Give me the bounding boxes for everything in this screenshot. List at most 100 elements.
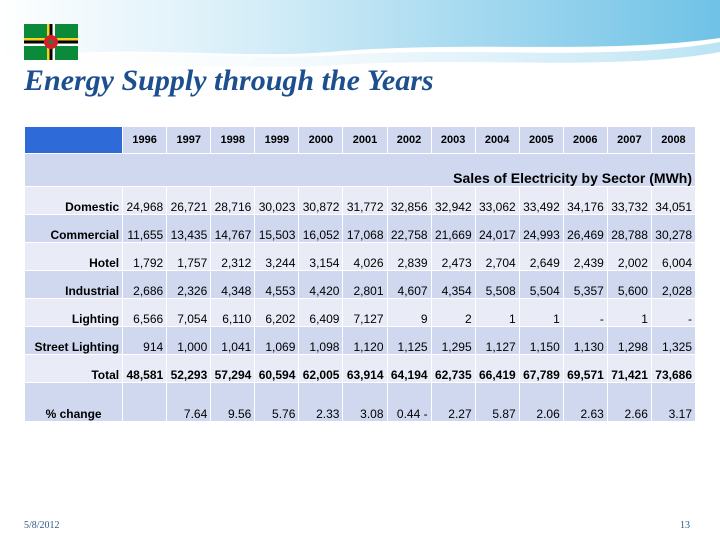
year-header: 2005 — [518, 126, 564, 154]
table-cell: 32,942 — [430, 186, 476, 215]
table-cell: - — [650, 298, 697, 327]
table-cell: 1 — [606, 298, 652, 327]
table-cell: 31,772 — [342, 186, 388, 215]
table-cell: 73,686 — [650, 354, 697, 383]
table-cell: 62,735 — [430, 354, 476, 383]
table-row: Hotel 1,792 1,757 2,312 3,244 3,154 4,026 2,839… — [23, 242, 697, 271]
table-cell: 28,716 — [210, 186, 256, 215]
table-cell: 3.08 — [342, 382, 388, 422]
table-cell: 0.44 - — [386, 382, 432, 422]
table-row: Street Lighting 914 1,000 1,041 1,069 1,098 1,… — [23, 326, 697, 355]
table-cell: 7,054 — [166, 298, 212, 327]
table-cell: 1,000 — [166, 326, 212, 355]
table-body: Domestic 24,968 26,721 28,716 30,023 30,872 31… — [23, 186, 697, 422]
row-label: Lighting — [23, 298, 124, 327]
section-title: Sales of Electricity by Sector (MWh) — [24, 153, 696, 187]
table-cell: 2,649 — [518, 242, 564, 271]
row-label: Total — [23, 354, 124, 383]
table-cell: 5,357 — [562, 270, 608, 299]
table-cell: 1,120 — [342, 326, 388, 355]
table-cell: 1,792 — [122, 242, 168, 271]
year-header: 2000 — [298, 126, 344, 154]
table-cell: 6,004 — [650, 242, 697, 271]
table-cell: 67,789 — [518, 354, 564, 383]
year-header: 2007 — [606, 126, 652, 154]
row-label: Commercial — [23, 214, 124, 243]
table-cell: 60,594 — [254, 354, 300, 383]
table-cell: 2,326 — [166, 270, 212, 299]
table-cell — [122, 382, 168, 422]
year-header: 1998 — [210, 126, 256, 154]
year-header: 1997 — [166, 126, 212, 154]
table-cell: 2 — [430, 298, 476, 327]
table-cell: 2.27 — [430, 382, 476, 422]
table-cell: 6,202 — [254, 298, 300, 327]
table-cell: 9 — [386, 298, 432, 327]
section-title-row: Sales of Electricity by Sector (MWh) — [24, 153, 696, 187]
table-cell: 1 — [518, 298, 564, 327]
table-cell: 2,473 — [430, 242, 476, 271]
year-header: 2008 — [650, 126, 697, 154]
year-header: 2002 — [386, 126, 432, 154]
table-cell: 48,581 — [122, 354, 168, 383]
table-cell: 9.56 — [210, 382, 256, 422]
table-cell: 4,553 — [254, 270, 300, 299]
table-cell: 11,655 — [122, 214, 168, 243]
electricity-sales-table: 1996 1997 1998 1999 2000 2001 2002 2003 … — [23, 126, 697, 422]
table-cell: 63,914 — [342, 354, 388, 383]
table-cell: 6,566 — [122, 298, 168, 327]
year-header: 2004 — [474, 126, 520, 154]
dominica-flag-icon — [24, 24, 78, 60]
table-cell: 26,469 — [562, 214, 608, 243]
page-number: 13 — [680, 520, 690, 531]
table-cell: 5.87 — [474, 382, 520, 422]
table-cell: - — [562, 298, 608, 327]
table-cell: 24,968 — [122, 186, 168, 215]
table-cell: 5,600 — [606, 270, 652, 299]
table-cell: 17,068 — [342, 214, 388, 243]
table-cell: 6,409 — [298, 298, 344, 327]
table-cell: 2,002 — [606, 242, 652, 271]
row-label: Industrial — [23, 270, 124, 299]
table-cell: 4,348 — [210, 270, 256, 299]
year-header: 2001 — [342, 126, 388, 154]
table-cell: 24,993 — [518, 214, 564, 243]
table-cell: 16,052 — [298, 214, 344, 243]
table-cell: 7.64 — [166, 382, 212, 422]
table-cell: 66,419 — [474, 354, 520, 383]
year-header: 2003 — [430, 126, 476, 154]
table-cell: 33,492 — [518, 186, 564, 215]
header-corner-cell — [23, 126, 124, 154]
table-cell: 5,504 — [518, 270, 564, 299]
row-label: Domestic — [23, 186, 124, 215]
row-label: Hotel — [23, 242, 124, 271]
table-cell: 2.06 — [518, 382, 564, 422]
table-cell: 1,150 — [518, 326, 564, 355]
table-cell: 15,503 — [254, 214, 300, 243]
table-cell: 1,298 — [606, 326, 652, 355]
table-cell: 4,607 — [386, 270, 432, 299]
table-cell: 6,110 — [210, 298, 256, 327]
table-cell: 28,788 — [606, 214, 652, 243]
table-cell: 2,801 — [342, 270, 388, 299]
row-label: % change — [23, 382, 124, 422]
table-cell: 4,420 — [298, 270, 344, 299]
table-cell: 2,704 — [474, 242, 520, 271]
table-cell: 30,872 — [298, 186, 344, 215]
year-header: 1999 — [254, 126, 300, 154]
table-cell: 1,041 — [210, 326, 256, 355]
year-header: 2006 — [562, 126, 608, 154]
row-label: Street Lighting — [23, 326, 124, 355]
table-cell: 4,354 — [430, 270, 476, 299]
year-header-row: 1996 1997 1998 1999 2000 2001 2002 2003 … — [23, 126, 697, 154]
table-cell: 64,194 — [386, 354, 432, 383]
table-row: Lighting 6,566 7,054 6,110 6,202 6,409 7,127 9 2… — [23, 298, 697, 327]
header-wave-decoration — [0, 0, 720, 72]
table-cell: 5,508 — [474, 270, 520, 299]
table-row: Commercial 11,655 13,435 14,767 15,503 16,052… — [23, 214, 697, 243]
table-row: Domestic 24,968 26,721 28,716 30,023 30,872 31… — [23, 186, 697, 215]
table-cell: 13,435 — [166, 214, 212, 243]
table-cell: 1,125 — [386, 326, 432, 355]
table-cell: 52,293 — [166, 354, 212, 383]
table-cell: 30,278 — [650, 214, 697, 243]
